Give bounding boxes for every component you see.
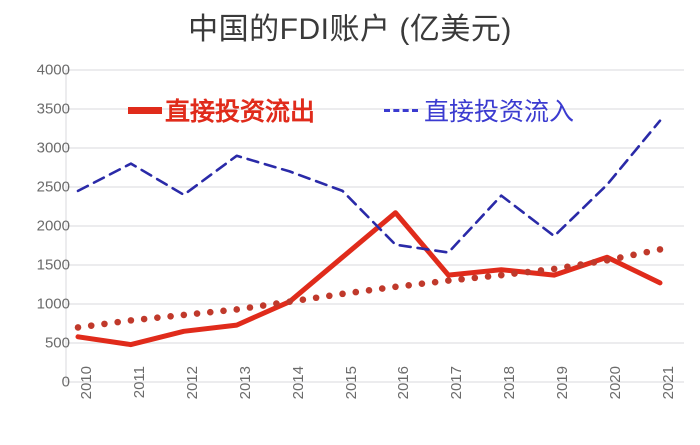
legend-item-1[interactable]: 直接投资流出	[128, 92, 315, 128]
y-tick-label: 4000	[36, 61, 70, 79]
y-tick-label: 2500	[36, 178, 70, 196]
gridlines	[66, 69, 684, 383]
y-tick-label: 3500	[36, 100, 70, 118]
y-tick-label: 1000	[36, 295, 70, 313]
y-tick-label: 1500	[36, 256, 70, 274]
series-dashed	[76, 119, 662, 254]
y-tick-label: 0	[61, 373, 70, 391]
legend-label: 直接投资流入	[424, 98, 575, 126]
chart-title: 中国的FDI账户 (亿美元)	[188, 13, 512, 46]
series-solid	[75, 210, 663, 348]
legend-dashed-line-icon	[384, 108, 418, 112]
legend-label: 直接投资流出	[165, 98, 316, 126]
series-layer	[74, 119, 664, 348]
legend-item-2[interactable]: 直接投资流入	[384, 92, 574, 128]
y-tick-label: 2000	[36, 217, 70, 235]
series-dotted	[74, 246, 664, 331]
y-axis-tick-labels: 0 500 1000 1500 2000 2500 3000 3500 4000	[8, 0, 70, 445]
y-tick-label: 3000	[36, 139, 70, 157]
legend-solid-line-icon	[128, 106, 162, 114]
y-tick-label: 500	[44, 334, 70, 352]
